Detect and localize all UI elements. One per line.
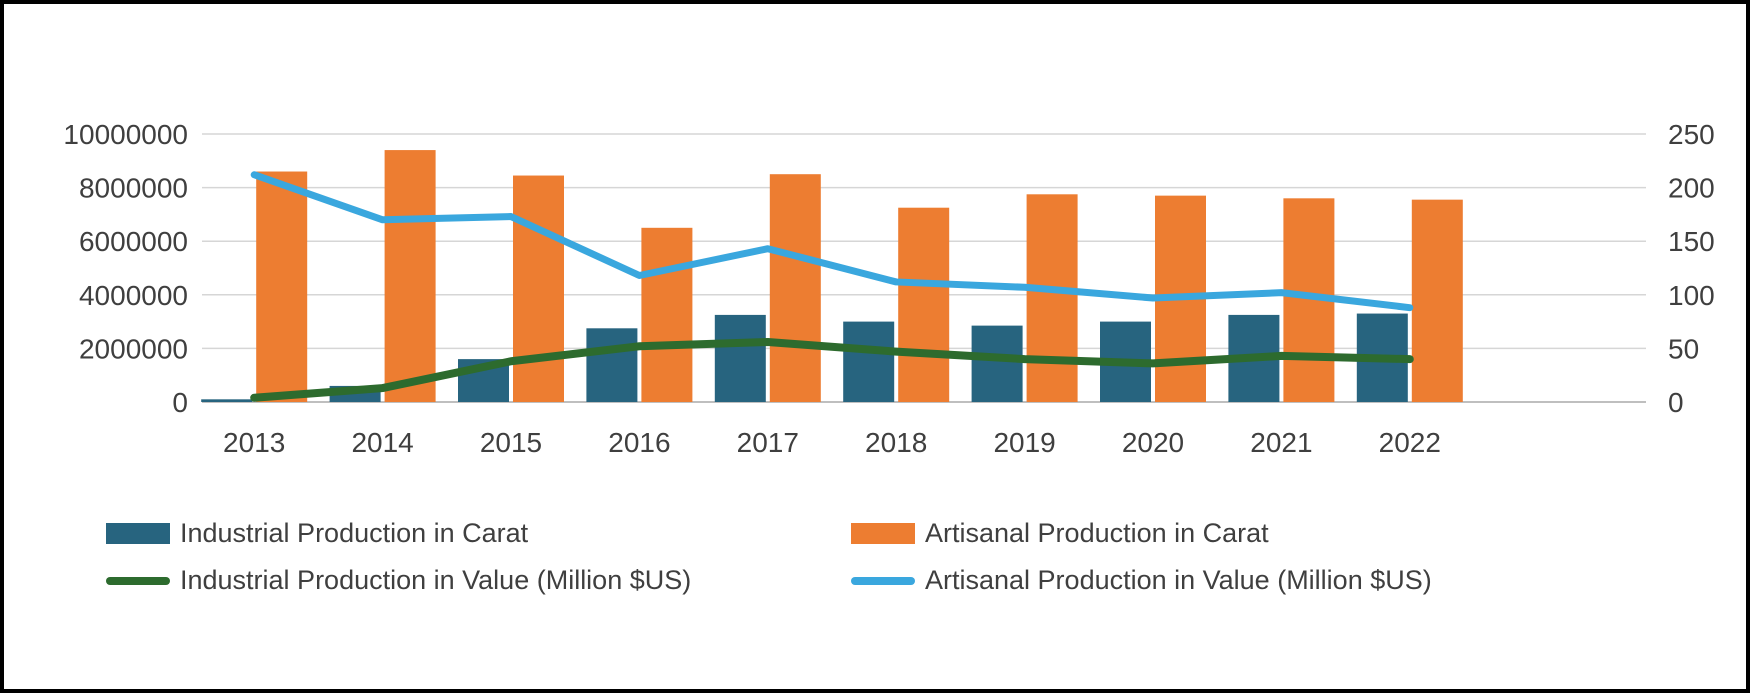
bar-artisanal-2017 <box>769 174 821 402</box>
bar-artisanal-2019 <box>1026 194 1078 402</box>
right-axis-tick-label: 50 <box>1668 333 1699 364</box>
left-axis-tick-label: 0 <box>172 387 188 418</box>
bar-artisanal-2018 <box>898 207 950 402</box>
left-axis-tick-label: 8000000 <box>79 173 188 204</box>
legend-label-industrial-carat: Industrial Production in Carat <box>180 518 529 548</box>
series-line-artisanal-value <box>250 171 1414 312</box>
legend-label-artisanal-value: Artisanal Production in Value (Million $… <box>925 565 1432 595</box>
bar-industrial-2013 <box>201 399 253 402</box>
bar-industrial-2016 <box>586 328 638 402</box>
bar-artisanal-2016 <box>641 227 693 402</box>
x-axis-category-label: 2020 <box>1122 427 1184 458</box>
left-axis-tick-label: 6000000 <box>79 226 188 257</box>
legend-item-industrial-carat: Industrial Production in Carat <box>106 518 851 549</box>
legend-swatch-industrial-carat-icon <box>106 523 170 544</box>
bar-industrial-2018 <box>843 321 895 402</box>
series-line-industrial-value <box>250 337 1414 402</box>
x-axis-category-label: 2013 <box>223 427 285 458</box>
bar-industrial-2019 <box>971 325 1023 402</box>
x-axis-category-label: 2016 <box>608 427 670 458</box>
legend-item-artisanal-carat: Artisanal Production in Carat <box>851 518 1646 549</box>
right-axis-tick-label: 150 <box>1668 226 1715 257</box>
bar-artisanal-2013 <box>256 171 308 402</box>
right-axis-tick-label: 250 <box>1668 119 1715 150</box>
bar-artisanal-2022 <box>1411 199 1463 402</box>
x-axis-category-label: 2019 <box>993 427 1055 458</box>
right-axis-tick-label: 0 <box>1668 387 1684 418</box>
legend-swatch-artisanal-carat-icon <box>851 523 915 544</box>
x-axis-category-label: 2017 <box>737 427 799 458</box>
legend-label-industrial-value: Industrial Production in Value (Million … <box>180 565 692 595</box>
legend-label-artisanal-carat: Artisanal Production in Carat <box>925 518 1269 548</box>
legend-swatch-artisanal-value-icon <box>851 576 915 585</box>
legend-swatch-industrial-value-icon <box>106 576 170 585</box>
right-axis-tick-label: 200 <box>1668 173 1715 204</box>
bar-industrial-2017 <box>714 314 766 402</box>
right-axis-tick-label: 100 <box>1668 280 1715 311</box>
x-axis-category-label: 2022 <box>1379 427 1441 458</box>
legend-item-artisanal-value: Artisanal Production in Value (Million $… <box>851 565 1646 596</box>
legend-item-industrial-value: Industrial Production in Value (Million … <box>106 565 851 596</box>
x-axis-category-label: 2014 <box>351 427 413 458</box>
combo-chart-plot: 0 0 2000000 50 4000000 100 6000000 150 8000000 20… <box>63 119 1715 458</box>
bar-artisanal-2015 <box>513 175 564 402</box>
left-axis-tick-label: 4000000 <box>79 280 188 311</box>
x-axis-category-label: 2021 <box>1250 427 1312 458</box>
x-axis-category-label: 2015 <box>480 427 542 458</box>
x-axis-category-label: 2018 <box>865 427 927 458</box>
left-axis-tick-label: 10000000 <box>63 119 188 150</box>
left-axis-tick-label: 2000000 <box>79 333 188 364</box>
bar-artisanal-2014 <box>384 150 436 402</box>
chart-legend: Industrial Production in Carat Artisanal… <box>106 518 1646 596</box>
